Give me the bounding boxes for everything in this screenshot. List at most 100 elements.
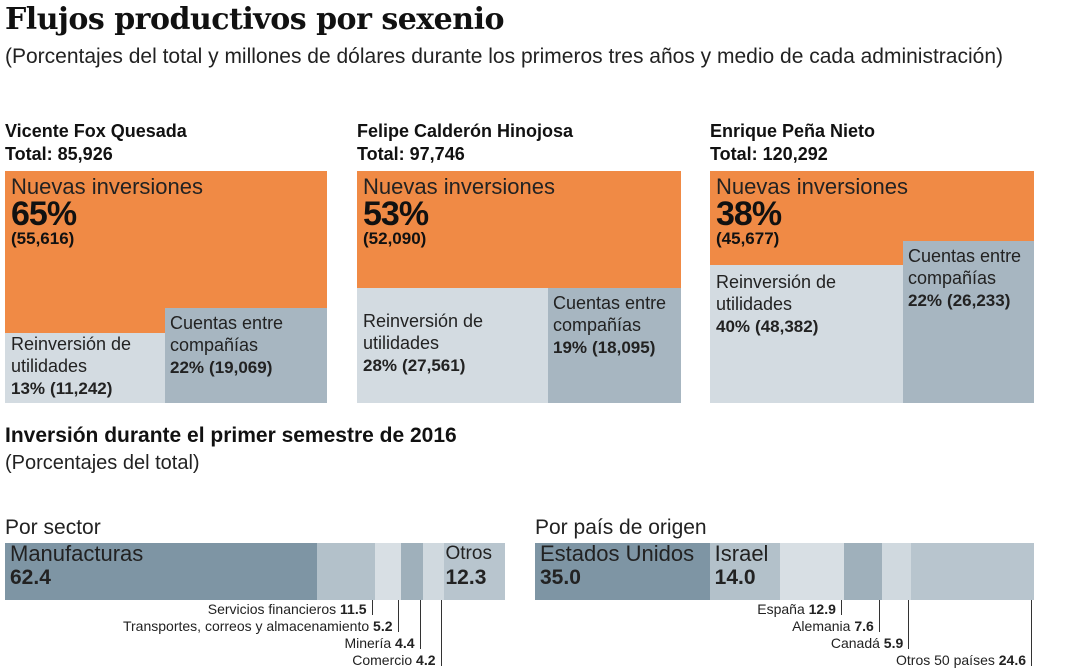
- item-value: (52,090): [363, 229, 427, 248]
- nuevas-block: [357, 171, 455, 288]
- item-pct: 13%: [11, 379, 46, 398]
- nuevas-label: Nuevas inversiones 53% (52,090): [363, 175, 555, 249]
- category-name: Transportes, correos y almacenamiento: [122, 618, 370, 634]
- treemap-panel: Nuevas inversiones 65% (55,616) Reinversión…: [5, 171, 327, 403]
- cuentas-label: Cuentas entre compañías 22% (19,069): [170, 312, 324, 379]
- bar-segment: [443, 543, 505, 600]
- category-value: 4.4: [395, 635, 415, 651]
- leader-line: [419, 600, 421, 649]
- leader-label: Comercio 4.2: [352, 652, 435, 668]
- category-name: Comercio: [352, 652, 413, 668]
- category-name: Alemania: [792, 618, 851, 634]
- nuevas-label: Nuevas inversiones 38% (45,677): [716, 175, 908, 249]
- category-name: Estados Unidos: [540, 541, 695, 566]
- reinversion-label: Reinversión de utilidades 13% (11,242): [11, 333, 163, 400]
- total-label: Total: 120,292: [710, 144, 828, 164]
- leader-label: España 12.9: [757, 601, 836, 617]
- item-pct: 28%: [363, 356, 398, 375]
- group-title: Por país de origen: [535, 516, 707, 539]
- bar-segment: [400, 543, 423, 600]
- cuentas-label: Cuentas entre compañías 19% (18,095): [553, 292, 678, 359]
- bar-segment: [911, 543, 1034, 600]
- category-value: 12.3: [445, 566, 487, 589]
- item-pct: 19%: [553, 338, 588, 357]
- nuevas-block: [5, 171, 165, 333]
- category-name: Otros: [445, 543, 492, 564]
- item-value: (11,242): [50, 379, 113, 398]
- item-value: (55,616): [11, 229, 75, 248]
- leader-label: Alemania 7.6: [792, 618, 874, 634]
- leader-line: [1031, 600, 1032, 666]
- category-value: 35.0: [540, 566, 581, 589]
- section-subtitle: (Porcentajes del total): [5, 452, 200, 474]
- item-name: Nuevas inversiones: [363, 174, 555, 199]
- category-name: Minería: [344, 635, 392, 651]
- bar-segment: [535, 543, 710, 600]
- category-value: 4.2: [416, 652, 436, 668]
- category-value: 62.4: [10, 566, 51, 589]
- leader-label: Canadá 5.9: [831, 635, 903, 651]
- page-title: Flujos productivos por sexenio: [5, 2, 504, 37]
- item-pct: 40%: [716, 317, 751, 336]
- leader-label: Servicios financieros 11.5: [208, 601, 367, 617]
- item-name: Reinversión de utilidades: [716, 272, 837, 314]
- item-name: Cuentas entre compañías: [170, 313, 284, 355]
- bar-segment: [709, 543, 780, 600]
- leader-label: Otros 50 países 24.6: [896, 652, 1026, 668]
- segment-label: Otros 12.3: [446, 542, 492, 590]
- category-value: 7.6: [854, 618, 874, 634]
- treemap-panel: Nuevas inversiones 53% (52,090) Reinversión…: [357, 171, 681, 403]
- bar-segment: [5, 543, 317, 600]
- president-name: Felipe Calderón Hinojosa: [357, 121, 574, 141]
- item-name: Nuevas inversiones: [11, 174, 203, 199]
- total-label: Total: 85,926: [5, 144, 113, 164]
- category-name: España: [757, 601, 805, 617]
- category-name: Canadá: [830, 635, 880, 651]
- category-name: Israel: [714, 541, 769, 566]
- item-pct: 53%: [363, 195, 429, 233]
- total-label: Total: 97,746: [357, 144, 465, 164]
- category-name: Otros 50 países: [896, 652, 995, 668]
- category-name: Manufacturas: [10, 541, 144, 566]
- stacked-bar: [535, 543, 1034, 600]
- item-name: Nuevas inversiones: [716, 174, 908, 199]
- category-value: 12.9: [808, 601, 836, 617]
- item-pct: 22%: [170, 358, 205, 377]
- bar-segment: [779, 543, 844, 600]
- leader-line: [371, 600, 373, 615]
- category-value: 24.6: [998, 652, 1026, 668]
- item-name: Reinversión de utilidades: [363, 311, 484, 353]
- leader-line: [908, 600, 910, 649]
- item-value: (45,677): [716, 229, 780, 248]
- leader-line: [878, 600, 880, 632]
- nuevas-label: Nuevas inversiones 65% (55,616): [11, 175, 203, 249]
- item-name: Cuentas entre compañías: [553, 293, 667, 335]
- bar-segment: [374, 543, 401, 600]
- segment-label: Manufacturas 62.4: [10, 542, 143, 590]
- item-value: (18,095): [592, 338, 656, 357]
- bar-segment: [317, 543, 375, 600]
- category-value: 5.2: [373, 618, 393, 634]
- subtitle: (Porcentajes del total y millones de dól…: [5, 45, 1003, 68]
- nuevas-block: [710, 171, 903, 265]
- bar-segment: [422, 543, 444, 600]
- item-name: Reinversión de utilidades: [11, 334, 132, 376]
- item-name: Cuentas entre compañías: [908, 246, 1022, 288]
- section-title: Inversión durante el primer semestre de …: [5, 424, 457, 447]
- group-title: Por sector: [5, 516, 101, 539]
- segment-label: Israel 14.0: [715, 542, 769, 590]
- bar-segment: [843, 543, 882, 600]
- cuentas-label: Cuentas entre compañías 22% (26,233): [908, 245, 1031, 312]
- item-value: (26,233): [947, 291, 1011, 310]
- category-value: 5.9: [883, 635, 904, 651]
- item-pct: 65%: [11, 195, 77, 233]
- category-value: 11.5: [340, 601, 367, 617]
- item-pct: 22%: [908, 291, 943, 310]
- leader-label: Transportes, correos y almacenamiento 5.…: [123, 618, 393, 634]
- item-pct: 38%: [716, 195, 782, 233]
- bar-segment: [881, 543, 912, 600]
- leader-line: [440, 600, 442, 666]
- category-name: Servicios financieros: [207, 601, 337, 617]
- leader-line: [840, 600, 842, 615]
- president-name: Enrique Peña Nieto: [710, 121, 876, 141]
